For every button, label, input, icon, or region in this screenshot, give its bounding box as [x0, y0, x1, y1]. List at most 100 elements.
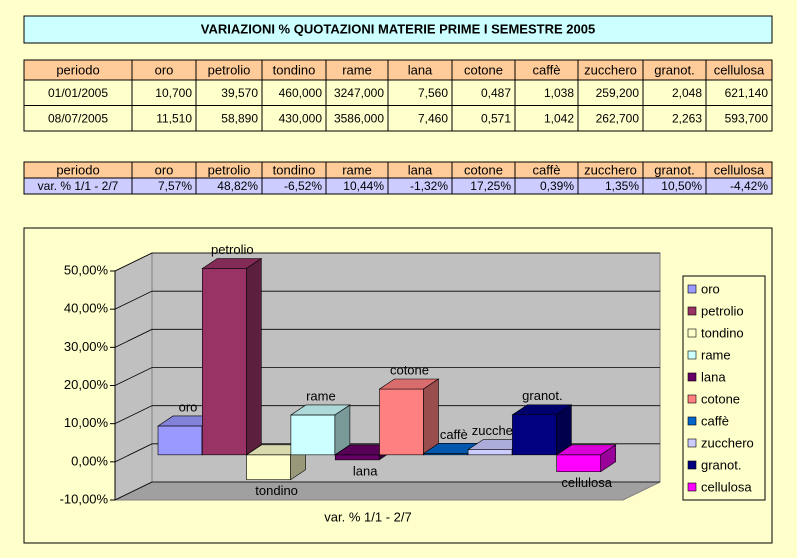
cell: [451, 79, 516, 106]
bar-front: [202, 268, 247, 456]
legend-label: caffè: [701, 413, 729, 428]
grid-line: [114, 328, 660, 348]
bar: [378, 378, 440, 456]
header-text: periodo: [56, 162, 99, 177]
data-label: cellulosa: [561, 475, 612, 490]
cell: [705, 105, 773, 132]
cell-text: 39,570: [221, 86, 258, 100]
header-text: granot.: [654, 62, 694, 77]
cell-text: 3586,000: [334, 111, 384, 125]
header-text: zucchero: [584, 62, 637, 77]
cell-text: 0,571: [481, 111, 511, 125]
bar: [289, 404, 351, 456]
grid-line: [114, 481, 660, 501]
cell-text: -6,52%: [284, 179, 322, 193]
bar-front: [246, 454, 291, 481]
bar-front: [379, 388, 424, 456]
legend-label: zucchero: [701, 435, 754, 450]
y-tick-label: 30,00%: [64, 339, 109, 354]
legend-label: oro: [701, 281, 720, 296]
legend-label: cotone: [701, 391, 740, 406]
header-text: cotone: [464, 162, 503, 177]
cell-text: 621,140: [725, 86, 769, 100]
title-box: [23, 15, 773, 44]
data-label: oro: [179, 399, 198, 414]
cell-text: 430,000: [279, 111, 323, 125]
grid-line: [114, 290, 660, 310]
cell: [131, 105, 197, 132]
cell-text: 58,890: [221, 111, 258, 125]
cell-text: 01/01/2005: [48, 86, 108, 100]
cell-text: 11,510: [156, 111, 192, 125]
legend-swatch: [687, 394, 697, 404]
cell: [642, 79, 707, 106]
grid-line: [114, 405, 660, 425]
y-tick-label: 0,00%: [71, 453, 108, 468]
header-text: rame: [342, 162, 372, 177]
legend-swatch: [687, 328, 697, 338]
bar-front: [556, 454, 602, 473]
cell: [642, 105, 707, 132]
cell: [23, 105, 133, 132]
y-tick-label: 10,00%: [64, 415, 109, 430]
header-text: caffè: [533, 62, 561, 77]
bar-side: [246, 257, 262, 456]
legend-swatch: [687, 438, 697, 448]
header-text: tondino: [273, 162, 316, 177]
cell-text: 0,487: [481, 86, 511, 100]
bar-side: [600, 444, 617, 473]
cell-text: -4,42%: [730, 179, 768, 193]
data-label: granot.: [522, 388, 562, 403]
cell-text: 460,000: [279, 86, 323, 100]
cell-text: var. % 1/1 - 2/7: [38, 179, 119, 193]
header-text: cotone: [464, 62, 503, 77]
cell-text: 7,460: [418, 111, 448, 125]
cell-text: 0,39%: [540, 179, 574, 193]
legend-swatch: [687, 416, 697, 426]
bar: [555, 444, 617, 473]
cell: [514, 79, 579, 106]
cell: [131, 79, 197, 106]
legend: [682, 275, 766, 501]
header-text: oro: [155, 62, 174, 77]
bar-front: [290, 414, 336, 456]
y-tick-label: 40,00%: [64, 301, 109, 316]
grid-line: [114, 252, 660, 272]
legend-swatch: [687, 284, 697, 294]
data-label: lana: [353, 463, 378, 478]
legend-label: rame: [701, 347, 731, 362]
bar-side: [423, 378, 439, 456]
header-text: oro: [155, 162, 174, 177]
legend-label: tondino: [701, 325, 744, 340]
legend-swatch: [687, 372, 697, 382]
bar: [511, 404, 573, 456]
header-text: tondino: [273, 62, 316, 77]
legend-label: cellulosa: [701, 479, 752, 494]
legend-label: petrolio: [701, 303, 744, 318]
bar-front: [157, 425, 203, 456]
data-label: tondino: [255, 483, 298, 498]
cell: [387, 105, 453, 132]
cell-text: 48,82%: [217, 179, 258, 193]
header-text: periodo: [56, 62, 99, 77]
bar-front: [334, 454, 380, 461]
header-text: caffè: [533, 162, 561, 177]
cell-text: 7,560: [418, 86, 448, 100]
cell: [195, 105, 263, 132]
data-label: caffè: [440, 427, 468, 442]
cell: [514, 105, 579, 132]
cell-text: 3247,000: [334, 86, 384, 100]
cell: [705, 177, 773, 195]
cell-text: 1,35%: [605, 179, 639, 193]
cell: [261, 79, 327, 106]
header-text: petrolio: [208, 162, 251, 177]
cell-text: 08/07/2005: [48, 111, 108, 125]
header-text: cellulosa: [714, 62, 765, 77]
grid-line: [114, 367, 660, 386]
bar-front: [467, 449, 513, 456]
data-label: rame: [306, 388, 336, 403]
header-text: cellulosa: [714, 162, 765, 177]
cell-text: 10,44%: [343, 179, 384, 193]
cell-text: 2,263: [672, 111, 702, 125]
